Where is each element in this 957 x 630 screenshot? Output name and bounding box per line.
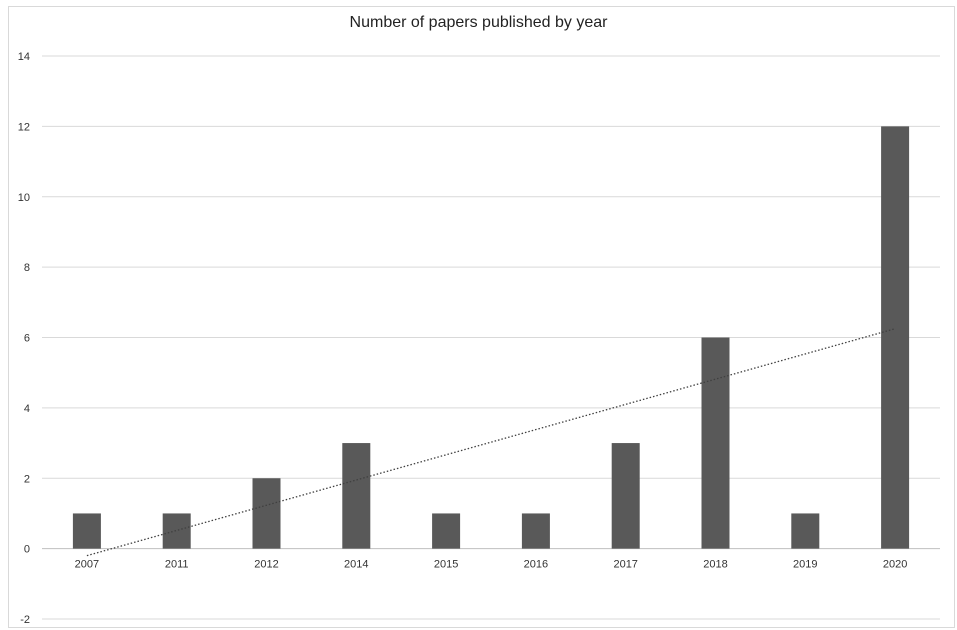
bar: [611, 443, 640, 549]
x-tick-label: 2017: [613, 559, 637, 571]
y-tick-label: 14: [18, 51, 30, 63]
gridlines: [42, 55, 940, 620]
x-tick-label: 2016: [524, 559, 548, 571]
bar: [162, 513, 191, 549]
bar: [791, 513, 820, 549]
trendline: [86, 328, 896, 557]
y-tick-label: 2: [24, 473, 30, 485]
y-axis: -2 0 2 4 6 8 10 12 14: [18, 51, 30, 626]
bar: [72, 513, 101, 549]
trendline-layer: [86, 328, 896, 557]
bar: [881, 126, 910, 549]
y-tick-label: 8: [24, 262, 30, 274]
bar: [701, 337, 730, 549]
x-tick-label: 2019: [793, 559, 817, 571]
y-tick-label: 4: [24, 403, 30, 415]
y-tick-label: 0: [24, 544, 30, 556]
bars: [72, 126, 910, 549]
x-tick-label: 2014: [344, 559, 368, 571]
x-tick-label: 2007: [75, 559, 99, 571]
y-tick-label: 6: [24, 333, 30, 345]
x-tick-label: 2012: [254, 559, 278, 571]
x-tick-label: 2018: [703, 559, 727, 571]
bar: [342, 443, 371, 549]
x-tick-label: 2020: [883, 559, 907, 571]
bar: [252, 478, 281, 549]
y-tick-label: -2: [20, 614, 30, 626]
y-tick-label: 12: [18, 121, 30, 133]
x-tick-label: 2015: [434, 559, 458, 571]
bar: [432, 513, 461, 549]
x-tick-label: 2011: [165, 559, 189, 571]
x-axis: 2007 2011 2012 2014 2015 2016 2017 2018 2019 2020: [75, 559, 908, 571]
y-tick-label: 10: [18, 192, 30, 204]
chart-title: Number of papers published by year: [349, 14, 608, 31]
bar: [521, 513, 550, 549]
